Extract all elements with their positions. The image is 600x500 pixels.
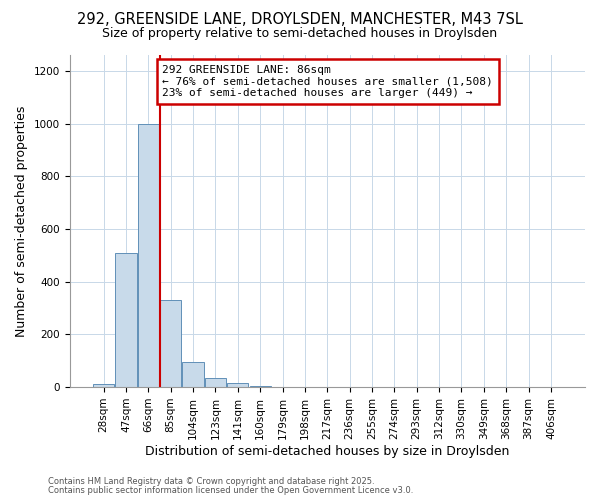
Text: 292, GREENSIDE LANE, DROYLSDEN, MANCHESTER, M43 7SL: 292, GREENSIDE LANE, DROYLSDEN, MANCHEST…: [77, 12, 523, 28]
X-axis label: Distribution of semi-detached houses by size in Droylsden: Distribution of semi-detached houses by …: [145, 444, 509, 458]
Text: Size of property relative to semi-detached houses in Droylsden: Size of property relative to semi-detach…: [103, 28, 497, 40]
Bar: [250, 386, 271, 387]
Y-axis label: Number of semi-detached properties: Number of semi-detached properties: [15, 106, 28, 336]
Bar: [93, 384, 114, 387]
Bar: [137, 124, 159, 387]
Bar: [160, 300, 181, 387]
Text: Contains public sector information licensed under the Open Government Licence v3: Contains public sector information licen…: [48, 486, 413, 495]
Bar: [227, 383, 248, 387]
Text: 292 GREENSIDE LANE: 86sqm
← 76% of semi-detached houses are smaller (1,508)
23% : 292 GREENSIDE LANE: 86sqm ← 76% of semi-…: [163, 65, 493, 98]
Bar: [205, 378, 226, 387]
Bar: [115, 252, 137, 387]
Bar: [182, 362, 203, 387]
Text: Contains HM Land Registry data © Crown copyright and database right 2025.: Contains HM Land Registry data © Crown c…: [48, 477, 374, 486]
